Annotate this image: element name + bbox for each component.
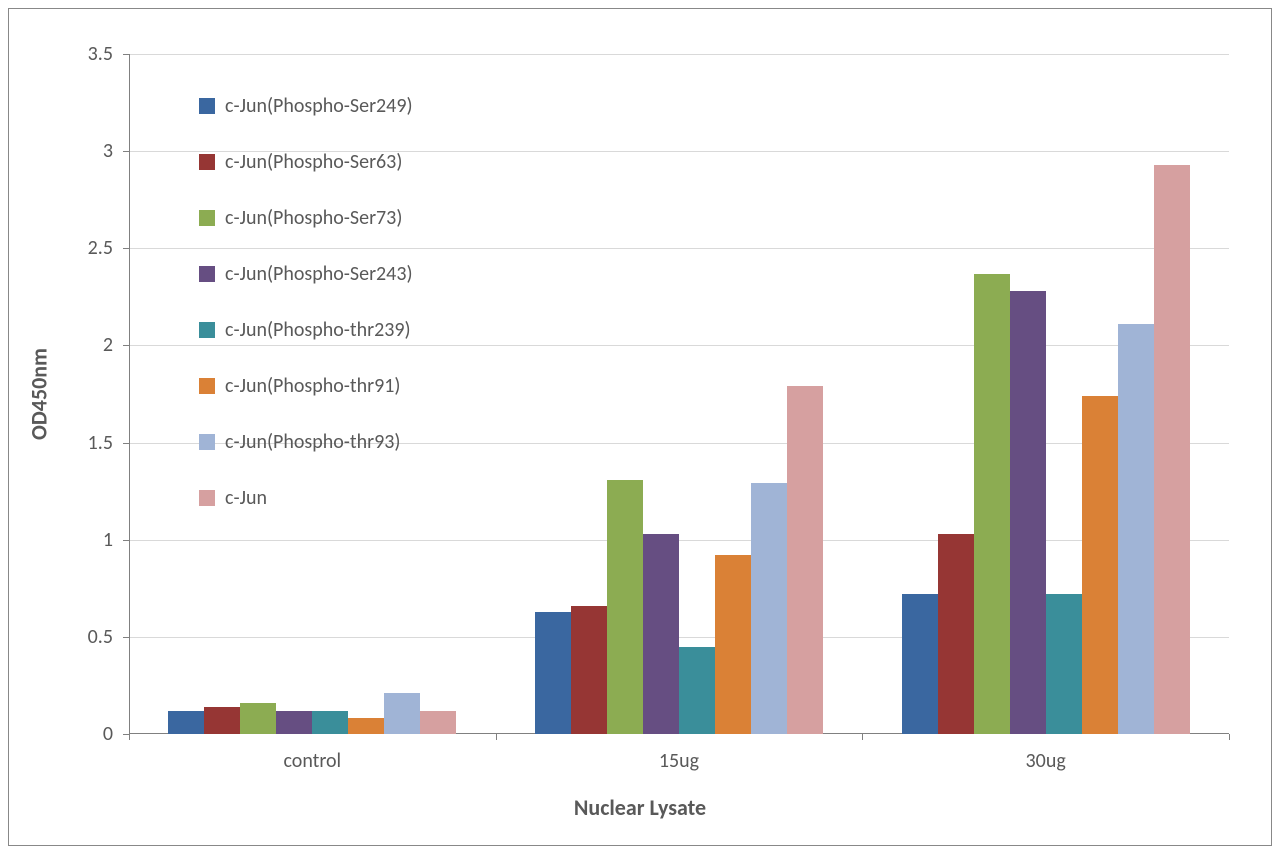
legend-label: c-Jun(Phospho-Ser63) — [225, 150, 402, 174]
bar — [168, 711, 204, 734]
bar — [571, 606, 607, 734]
bar — [715, 555, 751, 734]
x-tick-label: 15ug — [496, 749, 863, 773]
bar — [204, 707, 240, 734]
legend-item: c-Jun(Phospho-thr239) — [199, 318, 413, 342]
grid-line — [129, 54, 1229, 55]
y-tick-mark — [123, 345, 129, 346]
x-tick-mark — [1229, 734, 1230, 740]
chart-container: OD450nm Nuclear Lysate c-Jun(Phospho-Ser… — [8, 8, 1272, 846]
y-tick-label: 1.5 — [53, 431, 113, 455]
bar — [974, 274, 1010, 734]
legend-label: c-Jun(Phospho-Ser73) — [225, 206, 402, 230]
bar — [1046, 594, 1082, 734]
x-tick-label: 30ug — [862, 749, 1229, 773]
bar — [1154, 165, 1190, 734]
legend-label: c-Jun(Phospho-thr91) — [225, 374, 400, 398]
bar — [420, 711, 456, 734]
bar — [751, 483, 787, 734]
x-tick-label: control — [129, 749, 496, 773]
legend-label: c-Jun(Phospho-Ser249) — [225, 94, 413, 118]
legend-label: c-Jun(Phospho-Ser243) — [225, 262, 413, 286]
bar — [607, 480, 643, 735]
y-tick-mark — [123, 54, 129, 55]
bar — [1118, 324, 1154, 734]
bar — [679, 647, 715, 734]
bar — [384, 693, 420, 734]
y-axis-line — [129, 54, 130, 734]
legend-swatch — [199, 98, 215, 114]
bar — [787, 386, 823, 734]
legend-swatch — [199, 266, 215, 282]
bar — [938, 534, 974, 734]
y-tick-label: 3 — [53, 139, 113, 163]
y-tick-label: 2.5 — [53, 236, 113, 260]
legend: c-Jun(Phospho-Ser249) c-Jun(Phospho-Ser63… — [199, 94, 413, 542]
y-axis-label: OD450nm — [26, 348, 53, 440]
y-tick-mark — [123, 248, 129, 249]
bar — [348, 718, 384, 734]
y-tick-mark — [123, 637, 129, 638]
y-tick-label: 2 — [53, 333, 113, 357]
x-axis-label: Nuclear Lysate — [574, 794, 706, 821]
legend-item: c-Jun(Phospho-Ser243) — [199, 262, 413, 286]
x-tick-mark — [129, 734, 130, 740]
bar — [535, 612, 571, 734]
bar — [276, 711, 312, 734]
legend-item: c-Jun — [199, 486, 413, 510]
legend-swatch — [199, 490, 215, 506]
legend-swatch — [199, 322, 215, 338]
bar — [643, 534, 679, 734]
legend-swatch — [199, 154, 215, 170]
y-tick-label: 0 — [53, 722, 113, 746]
legend-item: c-Jun(Phospho-Ser73) — [199, 206, 413, 230]
y-tick-mark — [123, 151, 129, 152]
y-tick-mark — [123, 443, 129, 444]
x-tick-mark — [496, 734, 497, 740]
bar — [1082, 396, 1118, 734]
legend-item: c-Jun(Phospho-Ser63) — [199, 150, 413, 174]
bar — [902, 594, 938, 734]
y-tick-mark — [123, 540, 129, 541]
y-tick-label: 1 — [53, 528, 113, 552]
bar — [240, 703, 276, 734]
y-tick-label: 3.5 — [53, 42, 113, 66]
legend-item: c-Jun(Phospho-thr91) — [199, 374, 413, 398]
y-tick-label: 0.5 — [53, 625, 113, 649]
legend-swatch — [199, 210, 215, 226]
legend-item: c-Jun(Phospho-Ser249) — [199, 94, 413, 118]
legend-label: c-Jun(Phospho-thr93) — [225, 430, 400, 454]
bar — [312, 711, 348, 734]
x-tick-mark — [862, 734, 863, 740]
legend-label: c-Jun(Phospho-thr239) — [225, 318, 411, 342]
legend-swatch — [199, 434, 215, 450]
legend-swatch — [199, 378, 215, 394]
bar — [1010, 291, 1046, 734]
legend-label: c-Jun — [225, 486, 267, 510]
legend-item: c-Jun(Phospho-thr93) — [199, 430, 413, 454]
